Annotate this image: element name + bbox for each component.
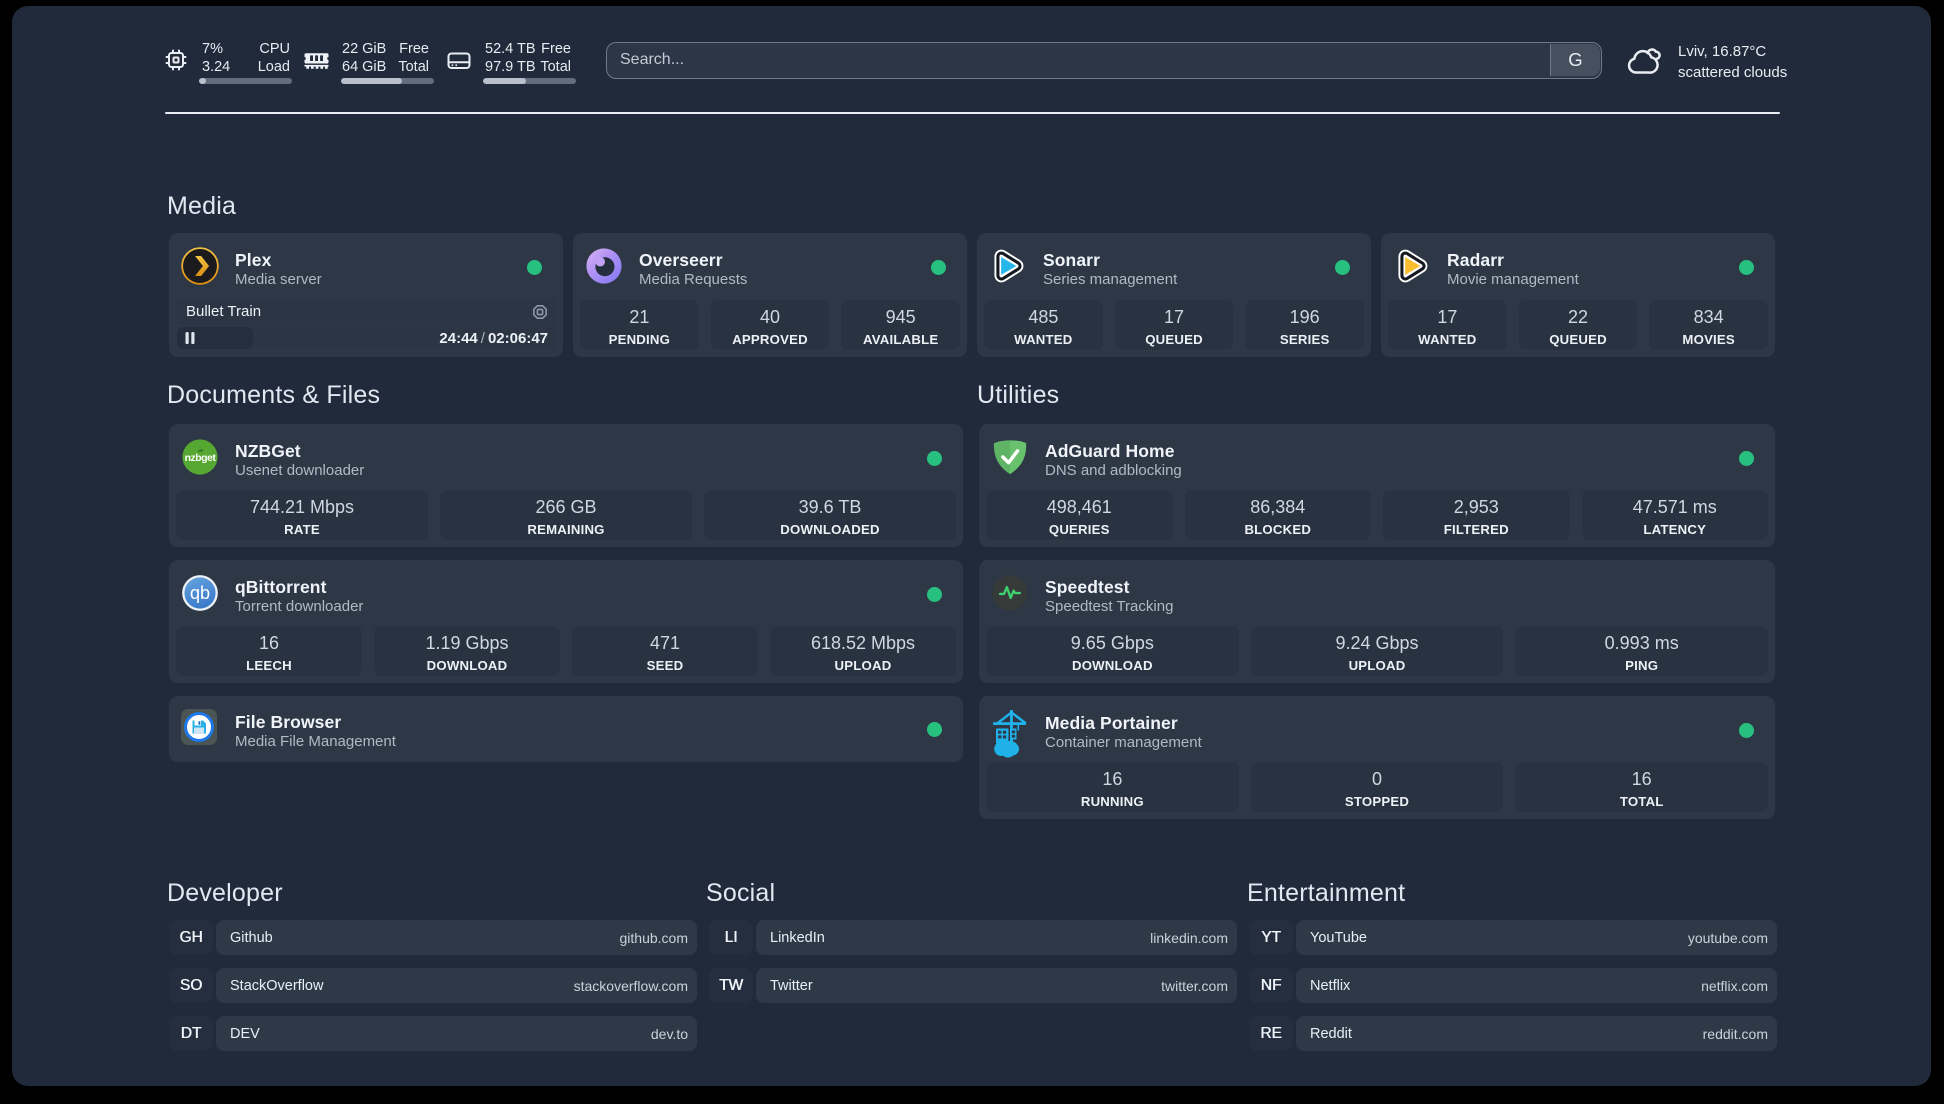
svg-text:nzbget: nzbget	[185, 453, 217, 464]
svg-text:qb: qb	[190, 583, 210, 603]
